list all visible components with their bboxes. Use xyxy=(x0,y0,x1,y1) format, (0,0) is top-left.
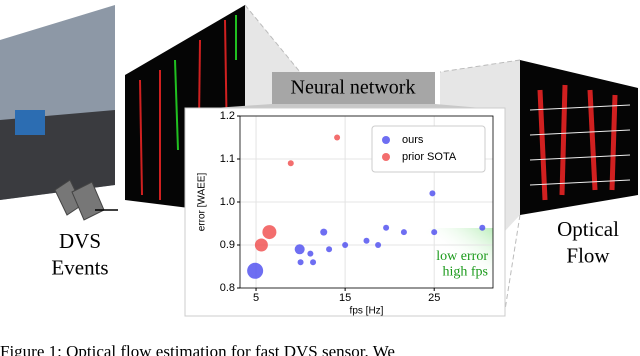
x-tick-label: 5 xyxy=(253,292,259,304)
connector-line xyxy=(244,4,301,73)
y-tick-label: 0.8 xyxy=(220,282,235,294)
point xyxy=(294,244,305,255)
legend-box xyxy=(371,125,486,173)
point xyxy=(431,229,438,236)
point xyxy=(262,225,277,240)
output-label: Optical Flow xyxy=(557,217,619,267)
photo-screen xyxy=(15,110,45,135)
point xyxy=(375,242,382,248)
point xyxy=(326,246,333,253)
y-tick-label: 1.1 xyxy=(220,153,235,165)
point xyxy=(307,250,314,257)
input-label: DVS Events xyxy=(51,229,108,279)
caption: Figure 1: Optical flow estimation for fa… xyxy=(0,342,395,356)
point xyxy=(479,224,486,231)
connector-line xyxy=(504,214,521,311)
x-tick-label: 15 xyxy=(339,292,351,304)
point xyxy=(287,160,294,167)
y-axis-label: error [WAEE] xyxy=(197,173,208,232)
connector-line xyxy=(439,59,521,73)
legend-marker xyxy=(382,136,390,144)
point xyxy=(297,259,304,266)
network-title-box xyxy=(272,72,435,104)
point xyxy=(320,228,328,236)
point xyxy=(334,134,341,141)
point xyxy=(429,190,436,197)
x-axis-label: fps [Hz] xyxy=(350,306,384,317)
point xyxy=(363,237,370,244)
point xyxy=(254,238,268,252)
point xyxy=(383,224,390,231)
y-tick-label: 0.9 xyxy=(220,239,235,251)
point xyxy=(247,262,264,279)
x-tick-label: 25 xyxy=(428,292,440,304)
flow-strokes xyxy=(537,84,618,201)
y-tick-label: 1.2 xyxy=(220,110,235,122)
network-title: Neural network xyxy=(291,77,416,99)
annotation: low error high fps xyxy=(436,249,488,279)
point xyxy=(342,242,349,248)
legend-label: prior SOTA xyxy=(402,151,457,163)
legend-marker xyxy=(382,153,390,161)
point xyxy=(400,229,407,236)
y-tick-label: 1.0 xyxy=(220,196,235,208)
legend-label: ours xyxy=(402,134,424,146)
flow-image xyxy=(520,60,638,215)
plot-frame xyxy=(239,115,494,289)
point xyxy=(310,259,317,266)
good-zone xyxy=(360,228,493,288)
flow-arrows xyxy=(529,104,631,186)
